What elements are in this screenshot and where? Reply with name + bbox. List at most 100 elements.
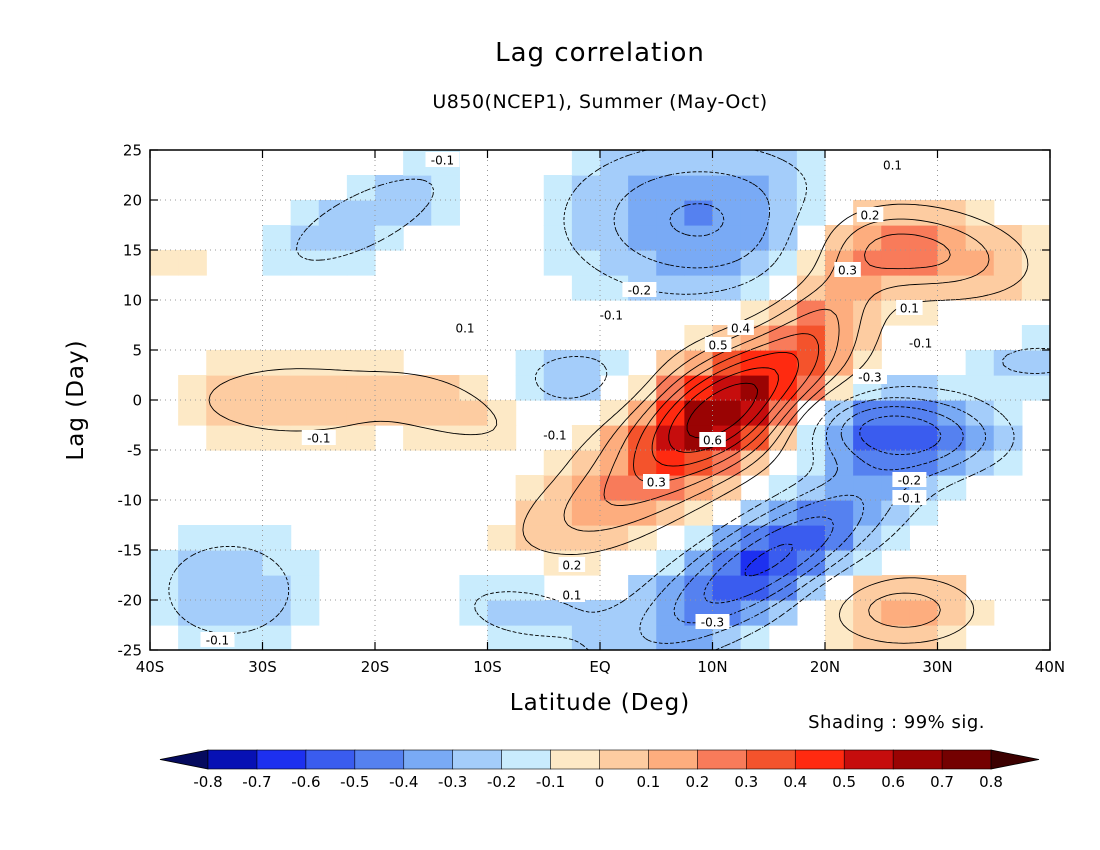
shading-cell	[1021, 325, 1050, 351]
shading-cell	[403, 175, 432, 201]
shading-cell	[768, 600, 798, 626]
shading-cell	[796, 450, 826, 476]
shading-cell	[600, 175, 629, 201]
shading-cell	[571, 200, 601, 226]
contour-label-bg	[699, 432, 726, 447]
shading-cell	[178, 550, 207, 576]
shading-cell	[796, 525, 826, 551]
contour-label: -0.2	[898, 474, 921, 488]
shading-cell	[515, 500, 545, 526]
chart-title: Lag correlation	[495, 38, 705, 68]
shading-cell	[684, 225, 714, 251]
shading-cell	[825, 625, 854, 650]
shading-cell	[853, 625, 882, 650]
y-tick-label: -10	[118, 492, 143, 510]
shading-cell	[825, 425, 854, 451]
colorbar-segment	[794, 749, 845, 770]
shading-cell	[965, 250, 995, 276]
shading-cell	[656, 600, 685, 626]
shading-cell	[656, 400, 685, 426]
shading-cell	[150, 250, 179, 276]
x-tick-label: 30S	[248, 658, 277, 676]
shading-cell	[178, 400, 207, 426]
shading-cell	[403, 375, 432, 401]
shading-cell	[937, 425, 967, 451]
colorbar-segment	[892, 749, 943, 770]
shading-cell	[600, 525, 629, 551]
y-axis-label: Lag (Day)	[63, 339, 89, 460]
shading-cell	[262, 400, 292, 426]
shading-cell	[965, 600, 995, 626]
shading-cell	[740, 250, 770, 276]
shading-cell	[290, 400, 320, 426]
shading-cell	[206, 600, 235, 626]
shading-cell	[768, 425, 798, 451]
shading-cell	[768, 500, 798, 526]
x-tick-label: 40S	[136, 658, 165, 676]
shading-cell	[712, 275, 742, 301]
shading-cell	[768, 175, 798, 201]
shading-cell	[459, 400, 489, 426]
colorbar-tick-label: -0.6	[291, 773, 320, 791]
shading-cell	[937, 400, 967, 426]
shading-cell	[515, 575, 545, 601]
shading-cell	[909, 575, 939, 601]
contour-label: 0.3	[838, 264, 857, 278]
shading-cell	[431, 400, 460, 426]
colorbar-tick-label: 0	[595, 773, 605, 791]
shading-cell	[178, 600, 207, 626]
y-tick-label: 0	[132, 392, 142, 410]
shading-cell	[628, 600, 657, 626]
shading-cell	[796, 175, 826, 201]
shading-cell	[1021, 350, 1050, 376]
shading-cell	[234, 525, 264, 551]
x-axis-label: Latitude (Deg)	[510, 690, 690, 716]
shading-cell	[853, 475, 882, 501]
shading-cell	[684, 275, 714, 301]
shading-cell	[768, 550, 798, 576]
shading-cell	[740, 550, 770, 576]
shading-cell	[1021, 275, 1050, 301]
shading-cell	[740, 500, 770, 526]
contour-label-bg	[853, 369, 887, 384]
shading-cell	[825, 375, 854, 401]
shading-cell	[403, 425, 432, 451]
contour-label: 0.5	[709, 339, 728, 353]
shading-cell	[937, 375, 967, 401]
colorbar-segment	[256, 749, 307, 770]
shading-cell	[487, 625, 517, 650]
shading-cell	[346, 250, 376, 276]
shading-cell	[234, 375, 264, 401]
shading-cell	[853, 300, 882, 326]
shading-cell	[937, 475, 967, 501]
shading-cell	[234, 400, 264, 426]
shading-cell	[515, 525, 545, 551]
shading-cell	[234, 625, 264, 650]
contour-label-bg	[856, 207, 884, 222]
shading-cell	[431, 200, 460, 226]
shading-cell	[740, 375, 770, 401]
x-tick-label: 20S	[361, 658, 390, 676]
shading-cell	[628, 175, 657, 201]
shading-cell	[740, 225, 770, 251]
colorbar-segment	[354, 749, 405, 770]
colorbar-tick-label: -0.8	[193, 773, 222, 791]
colorbar-segment	[403, 749, 454, 770]
shading-cell	[712, 400, 742, 426]
shading-cell	[881, 425, 910, 451]
shading-cell	[571, 350, 601, 376]
colorbar-segment	[941, 749, 992, 770]
contour-line	[669, 203, 964, 624]
contour-line	[703, 415, 942, 604]
shading-cell	[656, 425, 685, 451]
contour-label-bg	[892, 490, 927, 505]
shading-cell	[206, 575, 235, 601]
shading-cell	[881, 625, 910, 650]
contour-label: 0.1	[562, 589, 581, 603]
colorbar-tick-label: -0.3	[438, 773, 467, 791]
plot-area	[150, 150, 1050, 650]
shading-cell	[768, 525, 798, 551]
shading-cell	[543, 500, 573, 526]
shading-cell	[796, 550, 826, 576]
